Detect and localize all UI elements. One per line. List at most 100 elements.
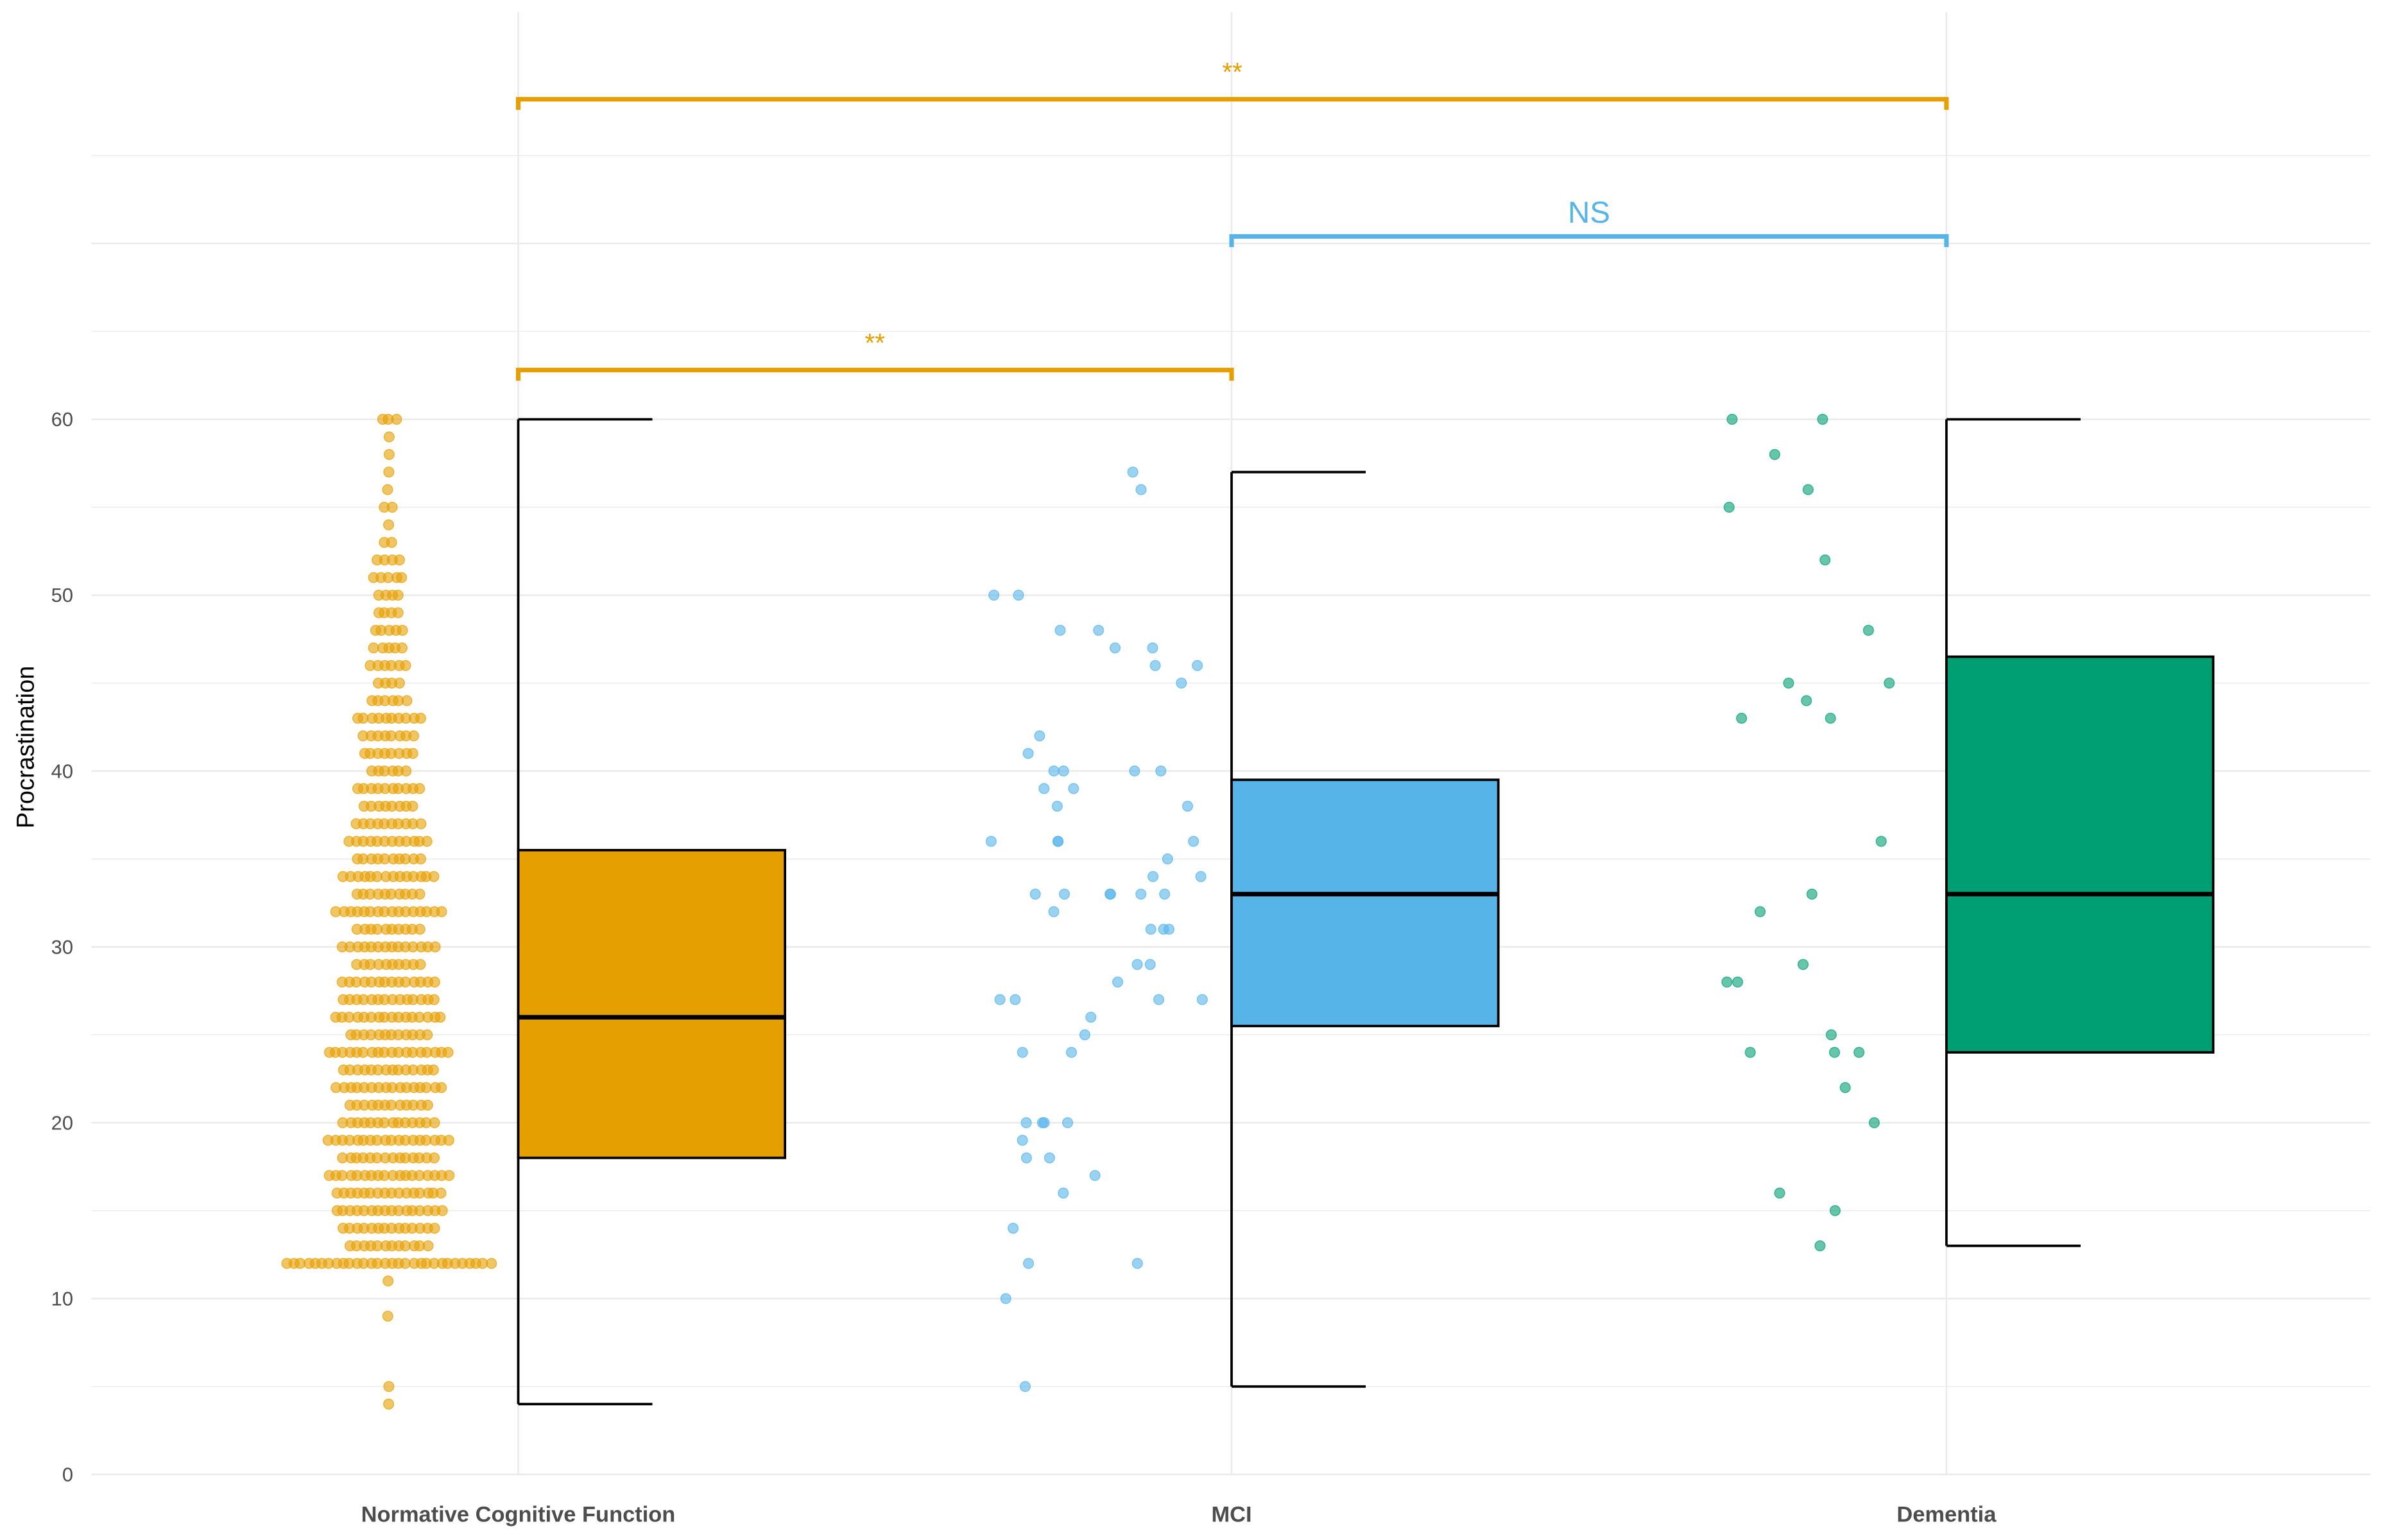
point-normative bbox=[383, 1275, 394, 1287]
point-normative bbox=[357, 1047, 369, 1058]
point-normative bbox=[420, 1082, 432, 1093]
point-mci bbox=[1019, 1381, 1031, 1392]
point-mci bbox=[1196, 994, 1208, 1005]
point-normative bbox=[429, 1117, 440, 1129]
point-dementia bbox=[1817, 413, 1828, 425]
point-normative bbox=[428, 994, 440, 1005]
point-mci bbox=[1020, 1152, 1032, 1164]
point-normative bbox=[422, 1029, 433, 1041]
point-normative bbox=[414, 888, 426, 900]
x-axis-ticks: Normative Cognitive Function MCI Dementia bbox=[361, 1502, 1997, 1527]
point-mci bbox=[1051, 800, 1063, 812]
point-normative bbox=[382, 1310, 393, 1322]
y-tick-label: 60 bbox=[51, 408, 73, 431]
point-dementia bbox=[1754, 906, 1766, 918]
point-normative bbox=[392, 589, 404, 601]
point-normative bbox=[442, 1047, 454, 1058]
point-dementia bbox=[1868, 1117, 1880, 1129]
point-normative bbox=[383, 1381, 395, 1392]
point-mci bbox=[985, 835, 997, 847]
point-mci bbox=[1017, 1047, 1028, 1058]
point-mci bbox=[1163, 923, 1175, 935]
point-dementia bbox=[1862, 624, 1874, 636]
point-mci bbox=[1058, 766, 1069, 777]
point-mci bbox=[1048, 906, 1060, 918]
y-tick-label: 10 bbox=[51, 1287, 73, 1310]
point-dementia bbox=[1723, 501, 1735, 513]
point-dementia bbox=[1726, 413, 1738, 425]
point-normative bbox=[408, 730, 420, 742]
point-dementia bbox=[1828, 1047, 1841, 1058]
point-mci bbox=[1135, 888, 1147, 900]
y-axis-ticks: 0 10 20 30 40 50 60 bbox=[51, 408, 73, 1485]
point-normative bbox=[428, 871, 440, 882]
point-mci bbox=[1023, 1258, 1035, 1269]
point-dementia bbox=[1825, 1029, 1837, 1041]
point-mci bbox=[1065, 1047, 1078, 1058]
point-dementia bbox=[1806, 888, 1818, 900]
point-normative bbox=[435, 1187, 447, 1199]
point-dementia bbox=[1853, 1047, 1865, 1058]
point-mci bbox=[1048, 766, 1060, 777]
point-mci bbox=[1093, 624, 1105, 636]
box-iqr bbox=[1945, 655, 2215, 1054]
x-tick-label: Dementia bbox=[1896, 1502, 1997, 1527]
point-mci bbox=[1058, 1187, 1069, 1199]
point-mci bbox=[1159, 888, 1171, 900]
point-normative bbox=[400, 660, 411, 671]
point-mci bbox=[1153, 994, 1165, 1005]
point-mci bbox=[1192, 660, 1203, 671]
significance-bracket bbox=[515, 368, 1234, 381]
point-mci bbox=[1144, 959, 1156, 970]
point-dementia bbox=[1721, 976, 1733, 988]
point-dementia bbox=[1829, 1205, 1841, 1217]
point-mci bbox=[1105, 888, 1116, 900]
point-mci bbox=[1010, 994, 1021, 1005]
x-tick-label: MCI bbox=[1211, 1502, 1251, 1527]
point-mci bbox=[1029, 888, 1041, 900]
point-normative bbox=[415, 853, 427, 865]
point-mci bbox=[1044, 1152, 1055, 1164]
point-normative bbox=[436, 1082, 447, 1093]
significance-label: ** bbox=[1222, 57, 1242, 87]
point-normative bbox=[415, 818, 427, 830]
point-mci bbox=[1127, 466, 1139, 478]
point-normative bbox=[393, 678, 406, 689]
point-normative bbox=[393, 554, 405, 566]
point-mci bbox=[1022, 748, 1034, 759]
point-normative bbox=[414, 783, 426, 794]
point-normative bbox=[407, 748, 418, 759]
point-mci bbox=[1085, 1011, 1097, 1023]
point-dementia bbox=[1801, 695, 1812, 706]
point-normative bbox=[399, 1258, 411, 1269]
point-dementia bbox=[1802, 484, 1814, 495]
point-dementia bbox=[1736, 712, 1748, 724]
point-dementia bbox=[1814, 1240, 1826, 1252]
significance-label: ** bbox=[865, 328, 886, 357]
point-normative bbox=[336, 1170, 348, 1181]
point-mci bbox=[1155, 766, 1167, 777]
point-normative bbox=[436, 1205, 448, 1217]
x-tick-label: Normative Cognitive Function bbox=[361, 1502, 676, 1527]
y-tick-label: 0 bbox=[62, 1464, 73, 1486]
point-dementia bbox=[1732, 976, 1744, 988]
point-mci bbox=[1109, 642, 1121, 654]
point-normative bbox=[383, 449, 395, 460]
point-mci bbox=[1145, 923, 1156, 935]
point-normative bbox=[401, 695, 413, 706]
point-normative bbox=[386, 501, 398, 513]
significance-bracket bbox=[1229, 234, 1949, 248]
point-normative bbox=[429, 1222, 440, 1234]
point-normative bbox=[383, 431, 395, 443]
point-mci bbox=[1112, 976, 1124, 988]
point-mci bbox=[1052, 835, 1063, 847]
point-mci bbox=[1131, 1258, 1143, 1269]
point-mci bbox=[1034, 730, 1045, 742]
point-normative bbox=[414, 923, 426, 935]
significance-label: NS bbox=[1568, 196, 1610, 230]
point-mci bbox=[1059, 888, 1070, 900]
point-mci bbox=[1188, 835, 1199, 847]
point-normative bbox=[368, 642, 379, 654]
point-mci bbox=[1013, 589, 1024, 601]
